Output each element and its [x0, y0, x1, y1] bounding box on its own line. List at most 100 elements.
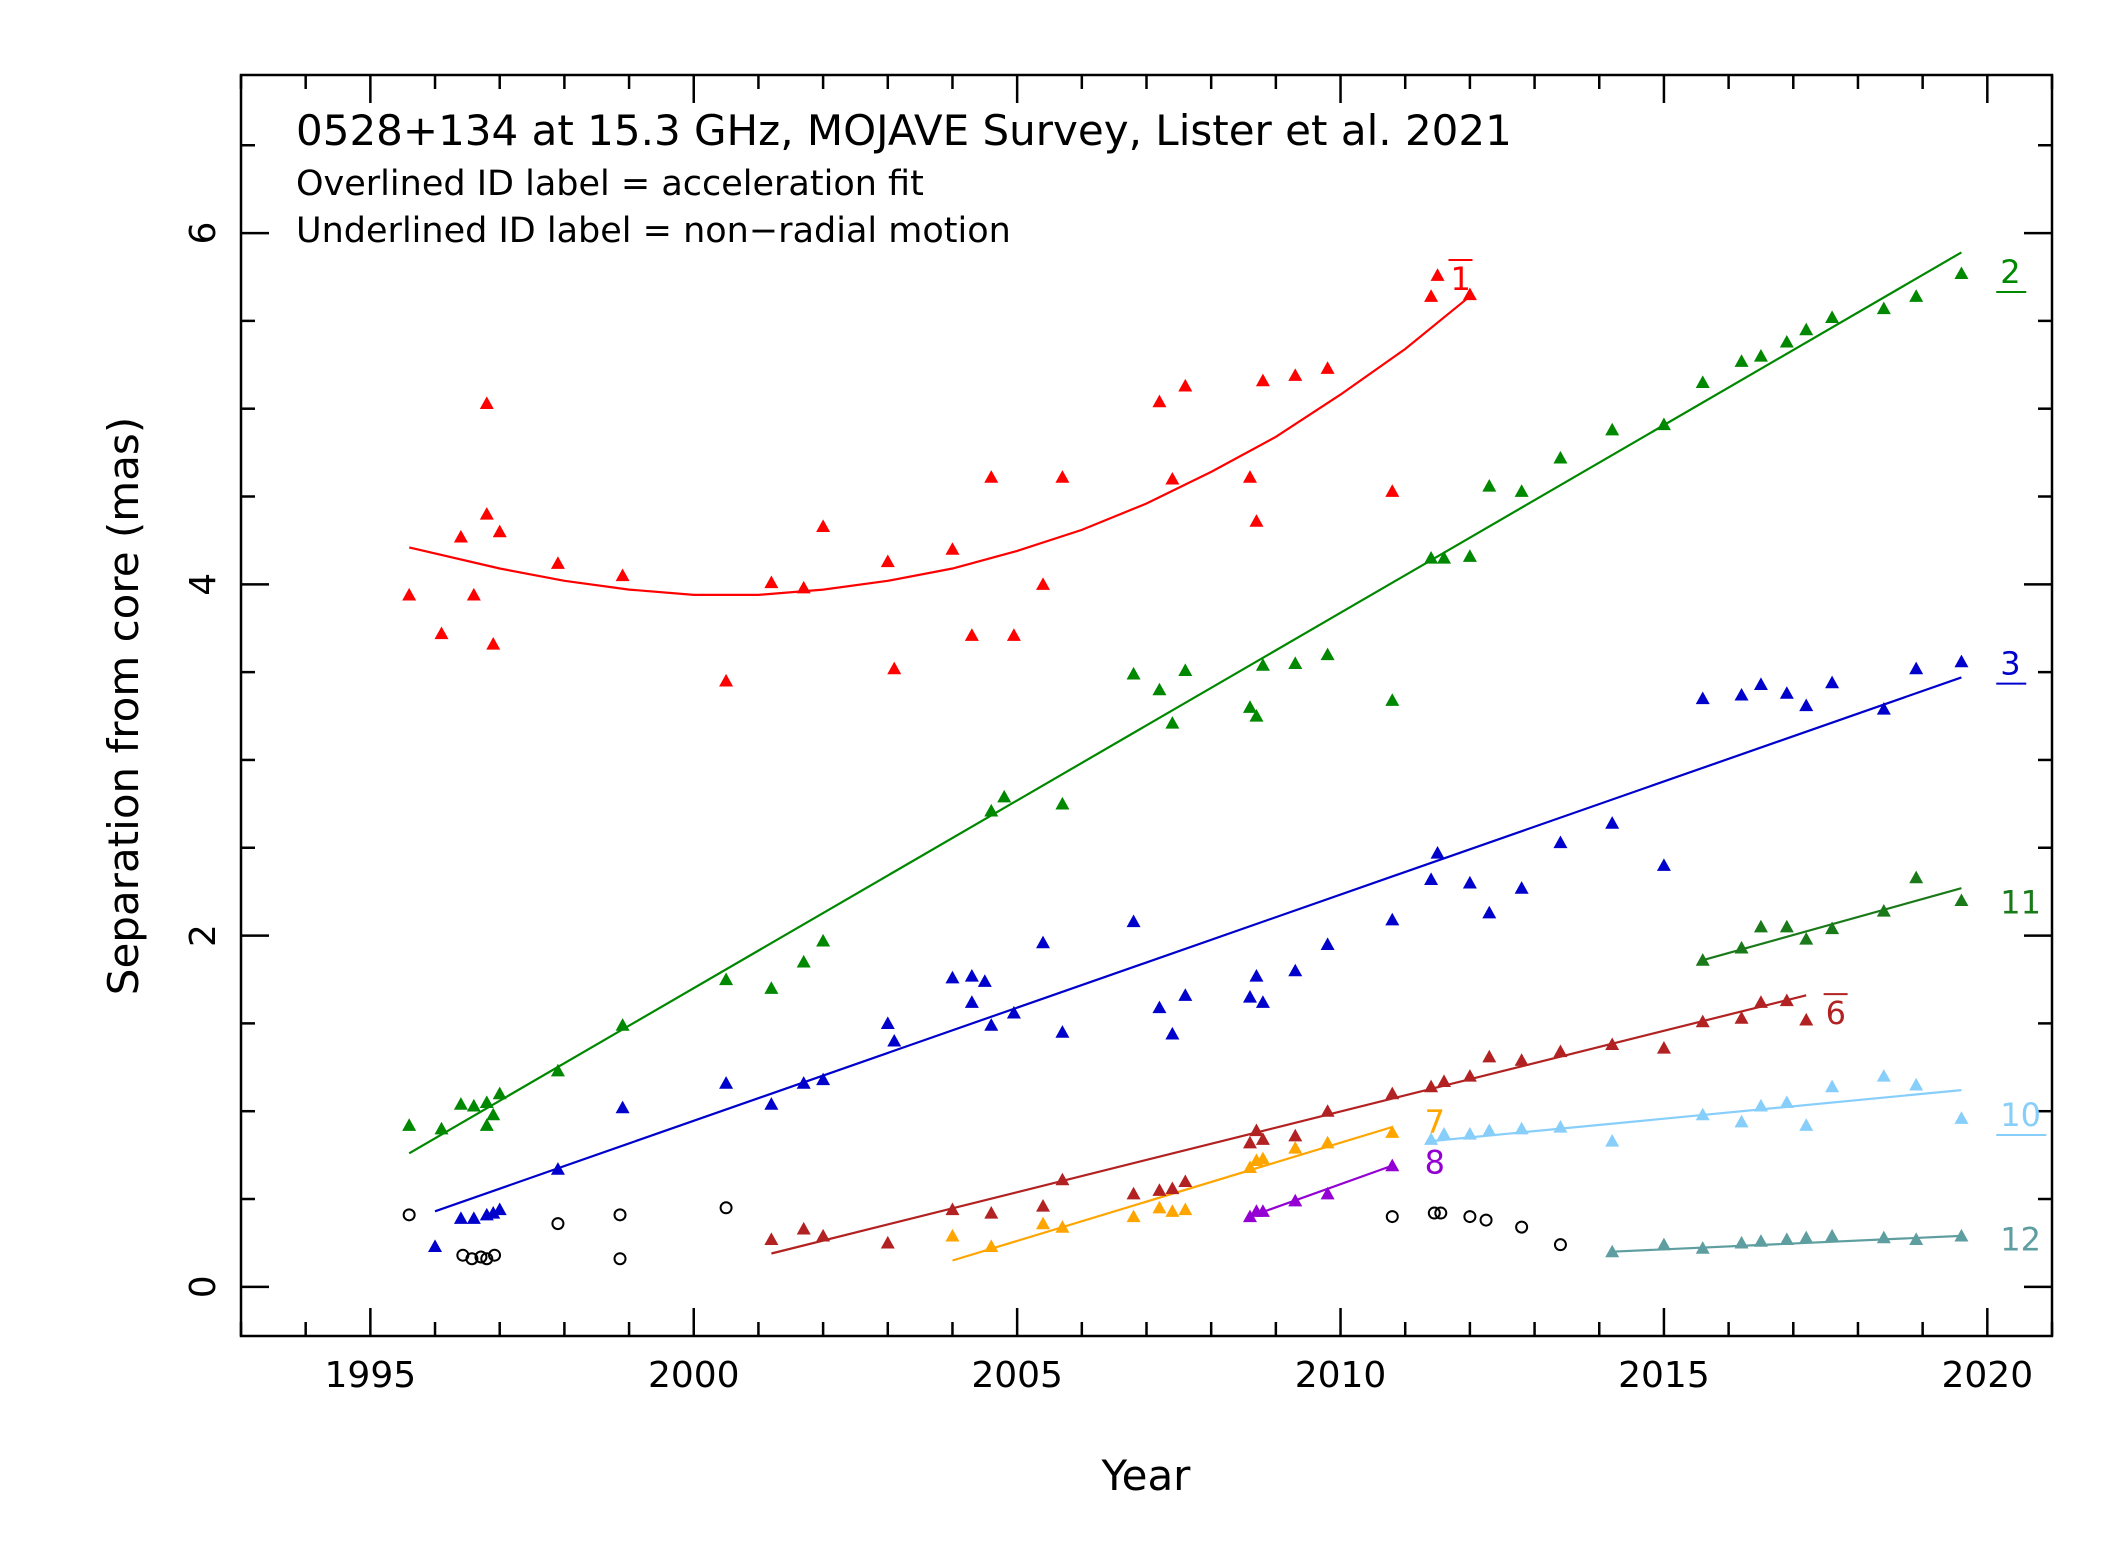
point-component-2 — [1909, 289, 1924, 302]
point-component-10 — [1482, 1123, 1497, 1137]
y-axis-label: Separation from core (mas) — [99, 417, 148, 995]
point-component-10 — [1695, 1107, 1710, 1121]
core-point — [1515, 1220, 1529, 1234]
point-component-2 — [550, 1063, 565, 1077]
point-component-6 — [1288, 1128, 1303, 1142]
point-component-2 — [453, 1097, 468, 1110]
point-component-2 — [1462, 549, 1477, 562]
point-component-2 — [1126, 666, 1141, 680]
point-component-11 — [1734, 940, 1749, 954]
point-component-10 — [1753, 1098, 1768, 1112]
point-component-3 — [1695, 691, 1710, 705]
point-component-6 — [1424, 1079, 1439, 1093]
point-component-2 — [997, 789, 1012, 803]
point-component-2 — [1695, 375, 1710, 388]
point-component-6 — [1249, 1123, 1264, 1137]
point-component-1 — [492, 524, 507, 538]
point-component-3 — [1152, 1000, 1167, 1014]
point-component-2 — [1799, 322, 1814, 336]
point-component-11 — [1909, 870, 1924, 884]
series-label-12: 12 — [2000, 1221, 2041, 1259]
fit-line-3 — [434, 676, 1962, 1213]
point-component-3 — [1430, 846, 1445, 859]
x-tick-label: 2010 — [1295, 1355, 1387, 1396]
point-component-2 — [1553, 450, 1568, 464]
point-component-1 — [434, 626, 449, 640]
point-component-1 — [402, 587, 417, 601]
point-component-3 — [964, 995, 979, 1008]
point-component-3 — [1424, 872, 1439, 885]
point-component-3 — [719, 1076, 734, 1089]
point-component-3 — [1288, 963, 1303, 977]
point-component-6 — [945, 1202, 960, 1216]
core-point — [488, 1248, 502, 1262]
point-component-7 — [1126, 1209, 1141, 1223]
series-label-10: 10 — [2000, 1096, 2041, 1134]
point-component-7 — [984, 1239, 999, 1253]
point-component-2 — [402, 1118, 417, 1131]
point-component-10 — [1954, 1111, 1969, 1124]
point-component-6 — [1178, 1174, 1193, 1188]
point-component-1 — [453, 529, 468, 543]
core-point — [1463, 1210, 1477, 1224]
point-component-3 — [1656, 858, 1671, 871]
point-component-2 — [1320, 647, 1335, 661]
point-component-11 — [1753, 919, 1768, 933]
core-point — [1427, 1206, 1441, 1220]
point-component-2 — [1055, 796, 1070, 810]
point-component-7 — [1165, 1204, 1180, 1217]
point-component-2 — [1249, 709, 1264, 722]
series-label-6: 6 — [1826, 994, 1846, 1032]
point-component-2 — [1178, 663, 1193, 676]
point-component-2 — [1242, 700, 1257, 713]
point-component-2 — [1779, 334, 1794, 348]
point-component-2 — [1514, 484, 1529, 497]
axis-tick-labels: 1995 2000 2005 2010 2015 2020 0 2 4 6 — [183, 222, 2033, 1396]
point-component-1 — [1385, 484, 1400, 497]
core-point — [613, 1252, 627, 1266]
point-component-2 — [1165, 716, 1180, 729]
point-component-7 — [945, 1228, 960, 1242]
point-component-2 — [1825, 310, 1840, 323]
point-component-11 — [1825, 921, 1840, 935]
point-component-1 — [880, 554, 895, 568]
point-component-6 — [1553, 1044, 1568, 1058]
chart-subtitle-line-2: Underlined ID label = non−radial motion — [296, 211, 1011, 251]
series-label-11: 11 — [2000, 883, 2041, 921]
series-label-2: 2 — [2000, 253, 2020, 291]
point-component-10 — [1514, 1121, 1529, 1135]
x-tick-label: 2020 — [1942, 1355, 2034, 1396]
series-label-1: 1 — [1450, 260, 1470, 298]
core-point — [551, 1217, 565, 1231]
x-tick-label: 2000 — [648, 1355, 740, 1396]
point-component-6 — [1055, 1172, 1070, 1186]
point-component-1 — [816, 519, 831, 532]
core-point — [480, 1252, 494, 1266]
core-point — [1385, 1210, 1399, 1224]
core-point — [719, 1201, 733, 1215]
point-component-12 — [1605, 1244, 1620, 1258]
point-component-2 — [486, 1107, 501, 1121]
point-component-6 — [1462, 1069, 1477, 1082]
point-component-1 — [984, 470, 999, 483]
point-component-2 — [1385, 693, 1400, 706]
point-component-2 — [1753, 349, 1768, 362]
point-component-3 — [816, 1072, 831, 1086]
point-component-11 — [1876, 903, 1891, 917]
point-component-12 — [1876, 1230, 1891, 1244]
x-tick-label: 1995 — [325, 1355, 417, 1396]
chart-subtitle-line-1: Overlined ID label = acceleration fit — [296, 164, 924, 204]
point-component-3 — [1462, 875, 1477, 889]
point-component-10 — [1799, 1118, 1814, 1131]
point-component-3 — [1126, 914, 1141, 928]
point-component-6 — [1734, 1011, 1749, 1024]
point-component-3 — [1036, 935, 1051, 949]
point-component-2 — [816, 933, 831, 947]
point-component-3 — [1909, 661, 1924, 675]
point-component-6 — [1605, 1037, 1620, 1051]
point-component-3 — [880, 1016, 895, 1029]
point-component-1 — [719, 673, 734, 687]
fit-line-1 — [408, 295, 1471, 596]
point-component-1 — [945, 542, 960, 555]
